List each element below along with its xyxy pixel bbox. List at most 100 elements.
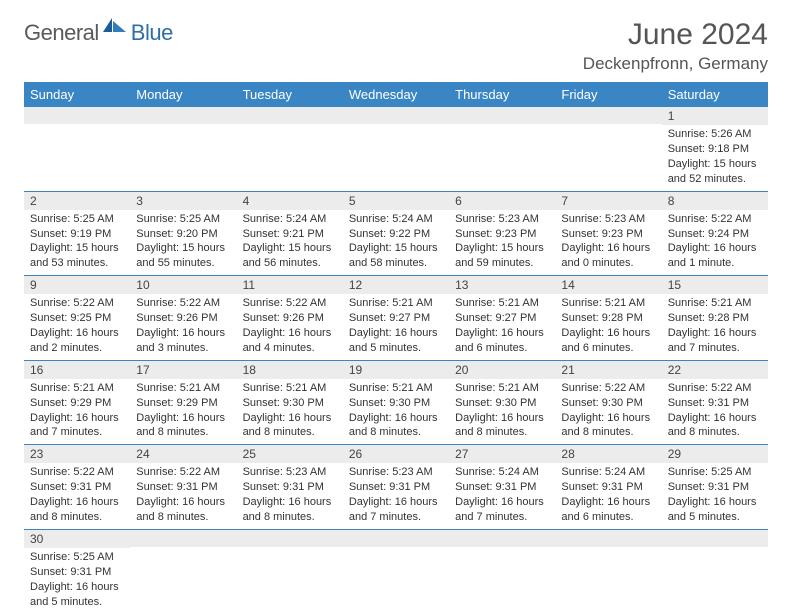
calendar-day-cell: 7Sunrise: 5:23 AMSunset: 9:23 PMDaylight… <box>555 191 661 276</box>
day-number: 25 <box>237 445 343 463</box>
day-number: 2 <box>24 192 130 210</box>
day-details: Sunrise: 5:21 AMSunset: 9:28 PMDaylight:… <box>662 294 768 359</box>
sunrise-text: Sunrise: 5:21 AM <box>668 296 762 311</box>
day-number: 30 <box>24 530 130 548</box>
day-number: 17 <box>130 361 236 379</box>
calendar-day-cell: 3Sunrise: 5:25 AMSunset: 9:20 PMDaylight… <box>130 191 236 276</box>
sunrise-text: Sunrise: 5:24 AM <box>349 212 443 227</box>
day-details: Sunrise: 5:21 AMSunset: 9:29 PMDaylight:… <box>130 379 236 444</box>
day-number <box>343 530 449 547</box>
sunset-text: Sunset: 9:29 PM <box>30 396 124 411</box>
calendar-day-cell: 12Sunrise: 5:21 AMSunset: 9:27 PMDayligh… <box>343 276 449 361</box>
sunrise-text: Sunrise: 5:21 AM <box>349 296 443 311</box>
day-details: Sunrise: 5:24 AMSunset: 9:21 PMDaylight:… <box>237 210 343 275</box>
day-details: Sunrise: 5:21 AMSunset: 9:30 PMDaylight:… <box>237 379 343 444</box>
brand-part2: Blue <box>131 20 173 46</box>
daylight-text: Daylight: 16 hours and 3 minutes. <box>136 326 230 356</box>
calendar-day-cell: 19Sunrise: 5:21 AMSunset: 9:30 PMDayligh… <box>343 360 449 445</box>
sunset-text: Sunset: 9:31 PM <box>243 480 337 495</box>
sunrise-text: Sunrise: 5:22 AM <box>243 296 337 311</box>
day-number: 15 <box>662 276 768 294</box>
daylight-text: Daylight: 16 hours and 8 minutes. <box>136 495 230 525</box>
day-details: Sunrise: 5:23 AMSunset: 9:23 PMDaylight:… <box>449 210 555 275</box>
day-number: 27 <box>449 445 555 463</box>
day-number: 23 <box>24 445 130 463</box>
day-number: 20 <box>449 361 555 379</box>
daylight-text: Daylight: 16 hours and 0 minutes. <box>561 241 655 271</box>
month-title: June 2024 <box>583 18 768 52</box>
sunset-text: Sunset: 9:23 PM <box>455 227 549 242</box>
day-details: Sunrise: 5:22 AMSunset: 9:30 PMDaylight:… <box>555 379 661 444</box>
day-number <box>237 530 343 547</box>
calendar-week-row: 23Sunrise: 5:22 AMSunset: 9:31 PMDayligh… <box>24 445 768 530</box>
weekday-header: Thursday <box>449 82 555 107</box>
sunset-text: Sunset: 9:29 PM <box>136 396 230 411</box>
sunset-text: Sunset: 9:31 PM <box>455 480 549 495</box>
sunrise-text: Sunrise: 5:25 AM <box>668 465 762 480</box>
daylight-text: Daylight: 16 hours and 7 minutes. <box>349 495 443 525</box>
sunrise-text: Sunrise: 5:25 AM <box>30 550 124 565</box>
daylight-text: Daylight: 16 hours and 5 minutes. <box>349 326 443 356</box>
day-number: 3 <box>130 192 236 210</box>
daylight-text: Daylight: 15 hours and 55 minutes. <box>136 241 230 271</box>
weekday-header: Friday <box>555 82 661 107</box>
sunset-text: Sunset: 9:31 PM <box>136 480 230 495</box>
calendar-day-cell: 9Sunrise: 5:22 AMSunset: 9:25 PMDaylight… <box>24 276 130 361</box>
calendar-day-cell: 22Sunrise: 5:22 AMSunset: 9:31 PMDayligh… <box>662 360 768 445</box>
day-number: 7 <box>555 192 661 210</box>
day-number <box>555 530 661 547</box>
daylight-text: Daylight: 15 hours and 59 minutes. <box>455 241 549 271</box>
day-number: 9 <box>24 276 130 294</box>
day-details: Sunrise: 5:23 AMSunset: 9:23 PMDaylight:… <box>555 210 661 275</box>
day-details: Sunrise: 5:22 AMSunset: 9:31 PMDaylight:… <box>24 463 130 528</box>
day-details: Sunrise: 5:23 AMSunset: 9:31 PMDaylight:… <box>343 463 449 528</box>
day-details: Sunrise: 5:21 AMSunset: 9:27 PMDaylight:… <box>449 294 555 359</box>
calendar-day-cell: 2Sunrise: 5:25 AMSunset: 9:19 PMDaylight… <box>24 191 130 276</box>
calendar-day-cell: 5Sunrise: 5:24 AMSunset: 9:22 PMDaylight… <box>343 191 449 276</box>
calendar-day-cell: 25Sunrise: 5:23 AMSunset: 9:31 PMDayligh… <box>237 445 343 530</box>
location-label: Deckenpfronn, Germany <box>583 54 768 74</box>
daylight-text: Daylight: 15 hours and 58 minutes. <box>349 241 443 271</box>
sunset-text: Sunset: 9:31 PM <box>30 480 124 495</box>
day-number: 16 <box>24 361 130 379</box>
day-number <box>449 530 555 547</box>
daylight-text: Daylight: 16 hours and 6 minutes. <box>455 326 549 356</box>
day-number: 6 <box>449 192 555 210</box>
daylight-text: Daylight: 16 hours and 7 minutes. <box>30 411 124 441</box>
calendar-day-cell: 17Sunrise: 5:21 AMSunset: 9:29 PMDayligh… <box>130 360 236 445</box>
day-details: Sunrise: 5:22 AMSunset: 9:31 PMDaylight:… <box>130 463 236 528</box>
brand-part1: General <box>24 20 99 46</box>
day-details: Sunrise: 5:25 AMSunset: 9:31 PMDaylight:… <box>662 463 768 528</box>
sunrise-text: Sunrise: 5:23 AM <box>455 212 549 227</box>
day-details: Sunrise: 5:21 AMSunset: 9:29 PMDaylight:… <box>24 379 130 444</box>
sunset-text: Sunset: 9:20 PM <box>136 227 230 242</box>
calendar-day-cell: 27Sunrise: 5:24 AMSunset: 9:31 PMDayligh… <box>449 445 555 530</box>
sunset-text: Sunset: 9:30 PM <box>561 396 655 411</box>
calendar-day-cell <box>449 529 555 613</box>
calendar-day-cell: 24Sunrise: 5:22 AMSunset: 9:31 PMDayligh… <box>130 445 236 530</box>
sunset-text: Sunset: 9:23 PM <box>561 227 655 242</box>
calendar-day-cell: 23Sunrise: 5:22 AMSunset: 9:31 PMDayligh… <box>24 445 130 530</box>
sunset-text: Sunset: 9:21 PM <box>243 227 337 242</box>
sunset-text: Sunset: 9:28 PM <box>668 311 762 326</box>
calendar-day-cell: 15Sunrise: 5:21 AMSunset: 9:28 PMDayligh… <box>662 276 768 361</box>
calendar-day-cell <box>237 107 343 191</box>
day-number: 13 <box>449 276 555 294</box>
day-details: Sunrise: 5:24 AMSunset: 9:22 PMDaylight:… <box>343 210 449 275</box>
calendar-day-cell: 13Sunrise: 5:21 AMSunset: 9:27 PMDayligh… <box>449 276 555 361</box>
sunrise-text: Sunrise: 5:22 AM <box>30 296 124 311</box>
sunrise-text: Sunrise: 5:21 AM <box>455 381 549 396</box>
calendar-day-cell: 29Sunrise: 5:25 AMSunset: 9:31 PMDayligh… <box>662 445 768 530</box>
sunset-text: Sunset: 9:27 PM <box>455 311 549 326</box>
sunrise-text: Sunrise: 5:21 AM <box>243 381 337 396</box>
daylight-text: Daylight: 16 hours and 7 minutes. <box>455 495 549 525</box>
sunrise-text: Sunrise: 5:22 AM <box>136 296 230 311</box>
day-number: 8 <box>662 192 768 210</box>
sunrise-text: Sunrise: 5:22 AM <box>561 381 655 396</box>
day-details: Sunrise: 5:24 AMSunset: 9:31 PMDaylight:… <box>555 463 661 528</box>
calendar-day-cell <box>555 107 661 191</box>
daylight-text: Daylight: 16 hours and 8 minutes. <box>30 495 124 525</box>
day-number: 11 <box>237 276 343 294</box>
sunset-text: Sunset: 9:31 PM <box>561 480 655 495</box>
weekday-header: Sunday <box>24 82 130 107</box>
